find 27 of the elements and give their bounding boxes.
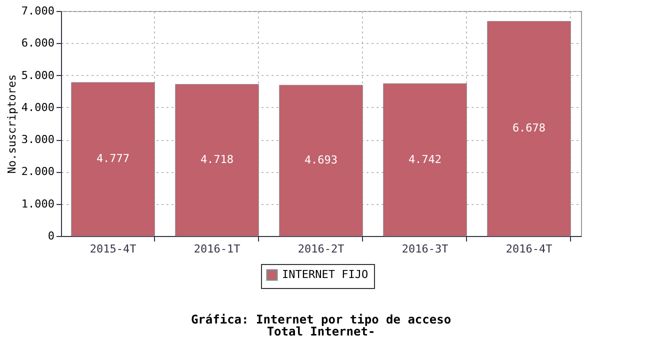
y-axis-title: No.suscriptores — [5, 74, 18, 174]
x-tick-label: 2016-4T — [506, 242, 553, 256]
y-tick-label: 0 — [48, 230, 54, 242]
legend-label: INTERNET FIJO — [282, 268, 368, 281]
text: Gráfica: Internet por tipo de acceso — [190, 312, 452, 326]
x-tick-label: 2016-2T — [298, 242, 345, 256]
y-tick-label: 3.000 — [21, 133, 54, 146]
bar — [383, 83, 467, 236]
x-tick-label: 2016-3T — [402, 242, 449, 256]
data-label: 4.777 — [96, 152, 130, 166]
y-tick-label: 2.000 — [21, 165, 54, 178]
y-tick-label: 1.000 — [21, 197, 54, 210]
data-label: 6.678 — [512, 122, 546, 135]
x-tick-label: 2016-1T — [194, 242, 241, 256]
y-tick-label: 4.000 — [21, 100, 54, 114]
bar — [175, 84, 259, 236]
y-tick-label: 6.000 — [21, 36, 54, 50]
text: Total Internet- — [266, 324, 376, 338]
data-label: 4.742 — [408, 152, 442, 166]
bar — [487, 21, 571, 236]
bar — [279, 84, 363, 236]
bar — [71, 82, 155, 236]
y-tick-label: 7.000 — [21, 4, 54, 18]
x-tick-label: 2015-4T — [90, 242, 137, 256]
data-label: 4.693 — [304, 154, 338, 167]
data-label: 4.718 — [200, 153, 234, 166]
y-tick-label: 5.000 — [21, 68, 54, 82]
